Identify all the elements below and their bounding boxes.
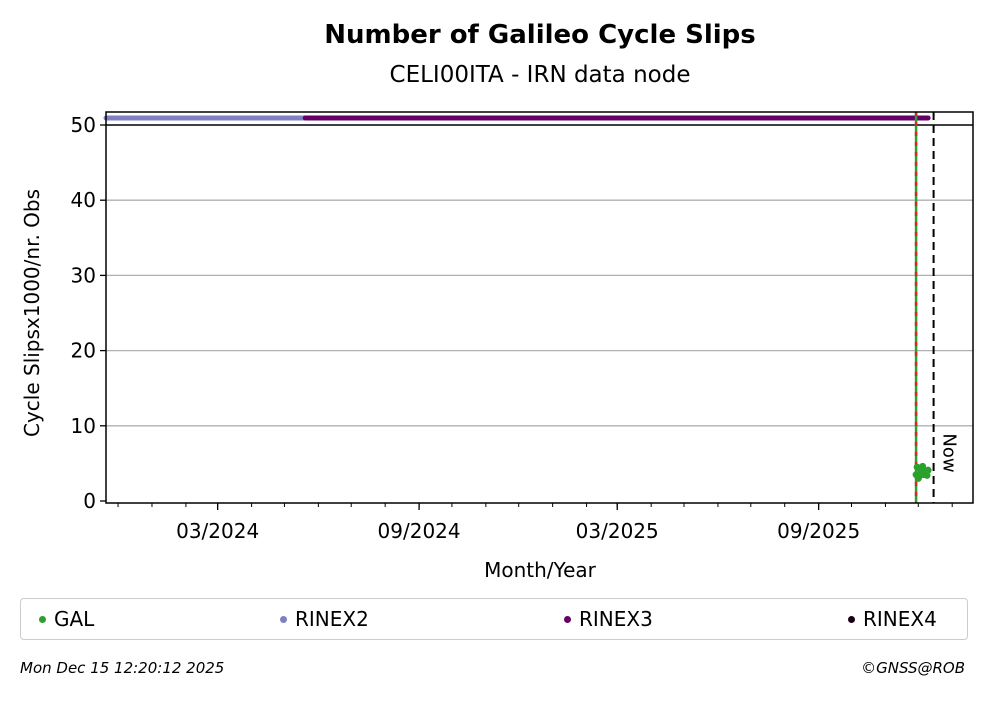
plot-frame xyxy=(105,111,974,504)
legend: GAL RINEX2 RINEX3 RINEX4 xyxy=(20,598,968,640)
data-point-gal xyxy=(924,466,932,474)
x-axis-label: Month/Year xyxy=(484,558,597,582)
legend-item-rinex3: RINEX3 xyxy=(564,607,653,631)
chart-subtitle: CELI00ITA - IRN data node xyxy=(390,62,691,88)
y-tick-label: 20 xyxy=(71,339,96,363)
y-tick-label: 10 xyxy=(71,414,96,438)
legend-label: RINEX4 xyxy=(863,607,937,631)
legend-label: GAL xyxy=(54,607,95,631)
timestamp: Mon Dec 15 12:20:12 2025 xyxy=(20,659,225,677)
chart-title: Number of Galileo Cycle Slips xyxy=(324,20,756,50)
legend-label: RINEX2 xyxy=(295,607,369,631)
legend-item-rinex2: RINEX2 xyxy=(280,607,369,631)
now-label: Now xyxy=(939,433,960,472)
y-axis-label: Cycle Slipsx1000/nr. Obs xyxy=(20,189,44,437)
legend-item-gal: GAL xyxy=(39,607,94,631)
legend-marker xyxy=(564,615,571,623)
legend-label: RINEX3 xyxy=(579,607,653,631)
copyright: ©GNSS@ROB xyxy=(861,659,965,677)
x-tick-label: 09/2024 xyxy=(378,519,461,543)
x-tick-label: 03/2025 xyxy=(576,519,659,543)
x-tick-label: 03/2024 xyxy=(176,519,259,543)
y-tick-label: 30 xyxy=(71,263,96,287)
y-tick-label: 40 xyxy=(71,188,96,212)
legend-item-rinex4: RINEX4 xyxy=(848,607,937,631)
data-point-gal xyxy=(923,471,931,479)
legend-marker xyxy=(848,615,855,623)
legend-marker xyxy=(280,615,287,623)
legend-marker xyxy=(39,615,46,623)
y-tick-label: 0 xyxy=(83,489,96,513)
x-tick-label: 09/2025 xyxy=(777,519,860,543)
y-tick-label: 50 xyxy=(71,113,96,137)
